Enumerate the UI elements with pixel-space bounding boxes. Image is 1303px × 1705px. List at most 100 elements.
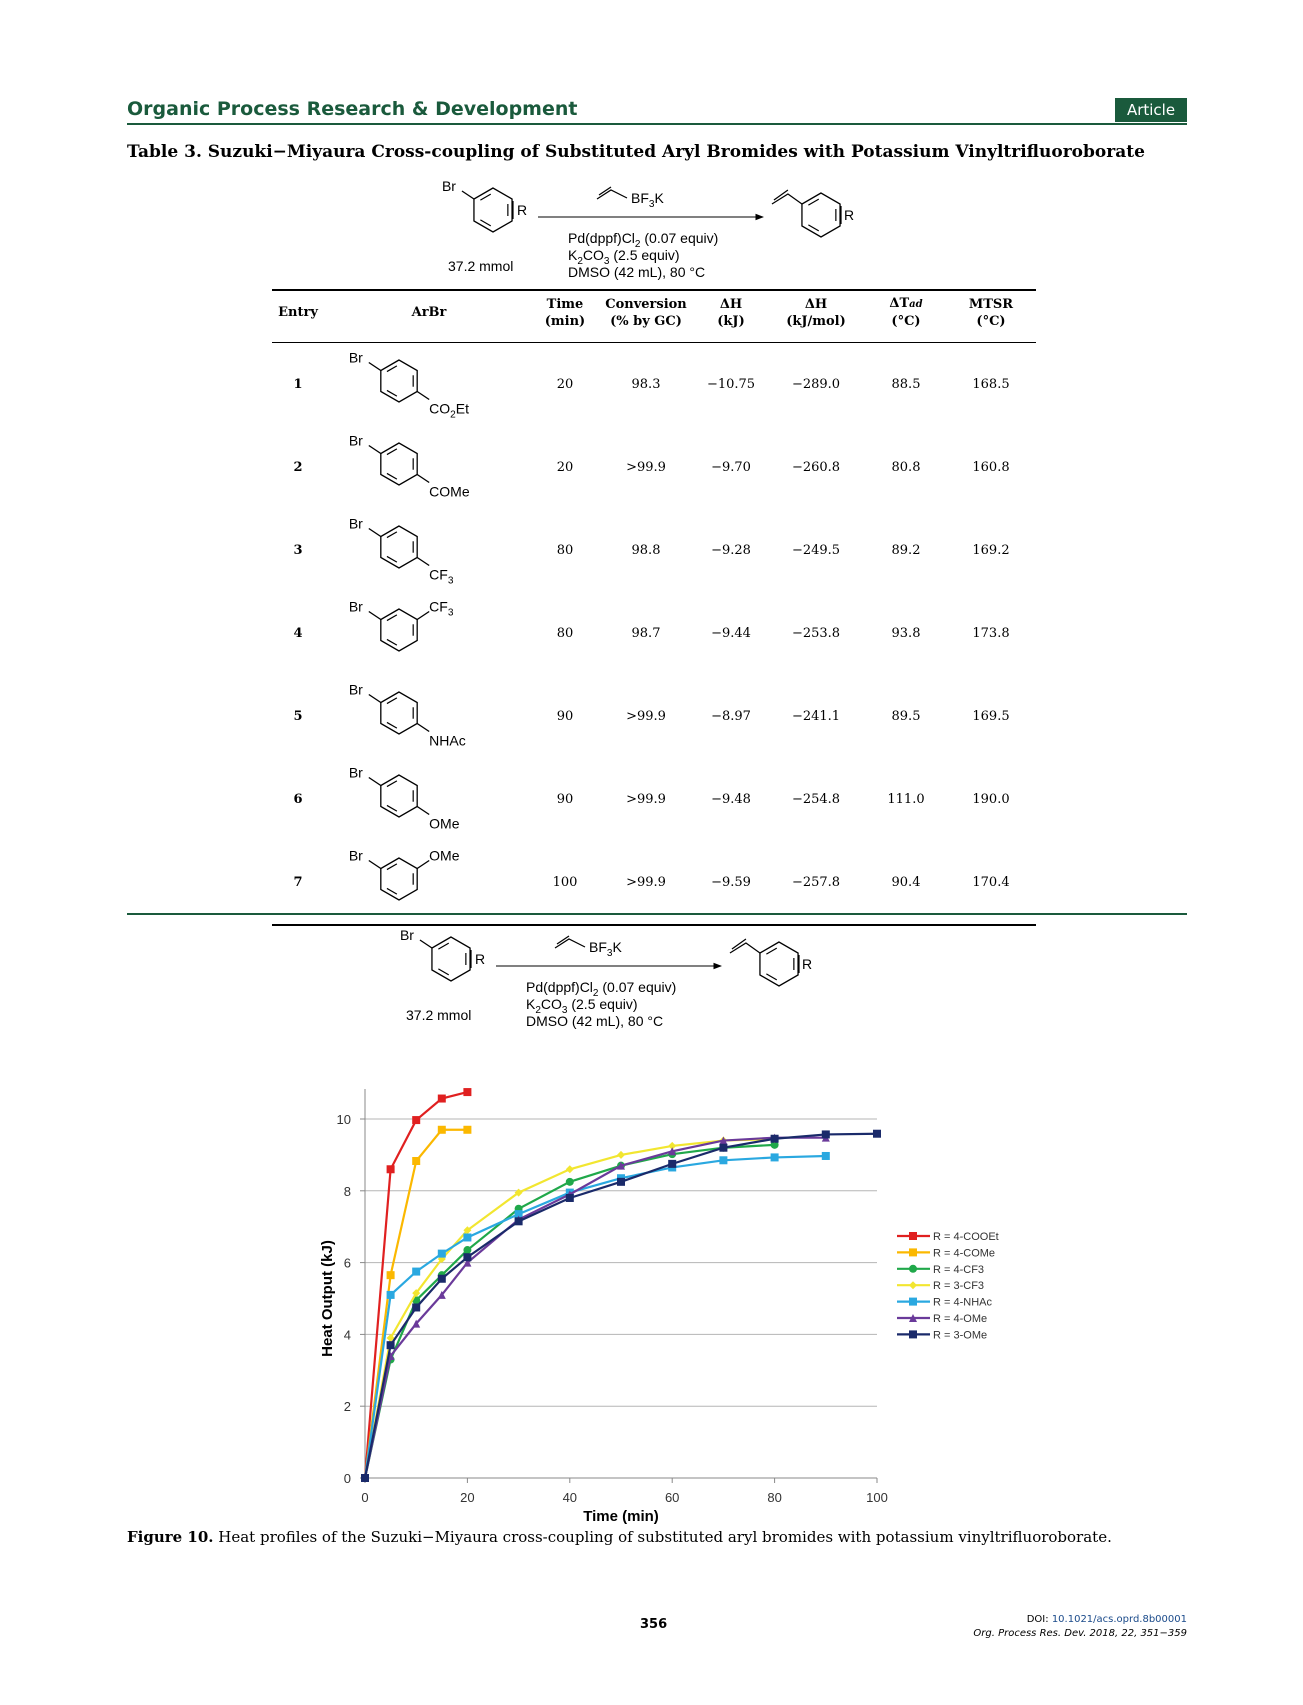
legend-marker [909,1330,917,1339]
data-point [463,1253,472,1262]
cell-entry: 7 [272,841,324,926]
cell-conversion: 98.3 [631,377,661,392]
column-header-line1: ΔH [804,296,828,312]
data-point [463,1226,472,1235]
arbr-structure: Br CF3 [349,516,454,587]
cell-dt-ad: 89.5 [891,709,921,724]
cell-entry: 2 [293,460,303,475]
column-header-line1: ΔH [719,296,743,312]
table-row: 4 Br CF3 80 98.7 −9.44 −253.8 93.8 173.8 [272,592,1036,675]
article-badge: Article [1115,98,1187,122]
cell-struct: Br OMe [324,841,534,926]
data-point [514,1188,523,1197]
cell-conversion: >99.9 [596,841,696,926]
series-line [363,1136,826,1479]
column-header-line2: (min) [544,313,586,329]
cell-time: 100 [534,841,596,926]
cell-struct: Br NHAc [324,675,534,758]
column-header-line1: ΔTad [889,296,923,311]
data-point [514,1217,523,1226]
cell-conversion: 98.7 [631,626,661,641]
column-header: ΔH (kJ) [696,290,766,343]
cell-time: 90 [556,792,574,807]
legend-label: R = 3-CF3 [933,1280,984,1292]
figure-caption: Figure 10. Heat profiles of the Suzuki−M… [127,1528,1112,1546]
cell-conversion: >99.9 [626,709,666,724]
arbr-substituent: OMe [429,848,460,864]
data-point [463,1233,472,1242]
column-header-line1: ArBr [411,305,447,320]
arbr-br-label: Br [349,433,363,449]
cell-mtsr: 168.5 [972,377,1010,392]
series-line [363,1091,468,1479]
doi-block: DOI: 10.1021/acs.oprd.8b00001 Org. Proce… [973,1613,1187,1641]
cell-time: 20 [556,377,574,392]
column-header: ArBr [324,290,534,343]
cell-dh-kjmol: −260.8 [791,460,841,475]
data-point [873,1129,881,1138]
arbr-structure: Br OMe [349,765,460,832]
arbr-substituent: CF3 [429,599,454,619]
arbr-substituent: NHAc [429,733,466,749]
arbr-ring [380,857,418,901]
cell-entry: 3 [293,543,303,558]
data-point [668,1147,677,1156]
cell-dh-kj: −9.48 [711,792,751,807]
arbr-structure: Br CF3 [349,599,454,652]
cell-struct: Br CO2Et [324,343,534,427]
data-point [617,1161,625,1170]
data-point [412,1157,421,1166]
y-tick-label: 0 [344,1471,351,1486]
arbr-substituent: OMe [429,816,460,832]
citation: Org. Process Res. Dev. 2018, 22, 351−359 [973,1628,1187,1639]
data-point [437,1249,446,1258]
data-point [412,1116,421,1125]
arbr-br-label: Br [349,765,363,781]
x-tick-label: 60 [665,1490,679,1505]
cell-dh-kjmol: −257.8 [766,841,866,926]
y-tick-label: 6 [344,1256,351,1271]
cell-mtsr: 169.2 [972,543,1010,558]
column-header-subscript: ad [909,299,923,310]
doi-link[interactable]: 10.1021/acs.oprd.8b00001 [1051,1614,1187,1625]
column-header-line1: Time [546,296,584,312]
cell-dh-kjmol: −253.8 [791,626,841,641]
table-row: 6 Br OMe 90 >99.9 −9.48 −254.8 111.0 190.0 [272,758,1036,841]
data-point [565,1165,574,1174]
column-header: MTSR (°C) [946,290,1036,343]
data-point [565,1177,574,1186]
cell-mtsr: 190.0 [972,792,1010,807]
cell-dh-kj: −9.70 [711,460,751,475]
data-point [719,1156,728,1165]
data-point [412,1303,421,1312]
cell-dt-ad: 80.8 [891,460,921,475]
data-point [412,1289,421,1298]
legend-marker [909,1281,917,1290]
data-point [437,1125,446,1134]
cell-dt-ad: 111.0 [887,792,925,807]
y-axis-label: Heat Output (kJ) [319,1240,336,1357]
x-tick-label: 80 [767,1490,781,1505]
journal-title: Organic Process Research & Development [127,98,578,120]
cell-conversion: >99.9 [626,460,666,475]
arbr-substituent: COMe [429,484,470,500]
arbr-br-label: Br [349,682,363,698]
cell-time: 90 [556,709,574,724]
legend-marker [909,1264,917,1273]
series-line [363,1154,826,1479]
data-point [437,1094,446,1103]
cell-struct: Br CF3 [324,509,534,592]
table-row: 3 Br CF3 80 98.8 −9.28 −249.5 89.2 169.2 [272,509,1036,592]
arbr-structure: Br COMe [349,433,470,500]
cell-time: 80 [556,626,574,641]
arbr-structure: Br NHAc [349,682,466,749]
cell-entry: 4 [293,626,303,641]
column-header-line1: Entry [278,305,318,320]
legend-marker [909,1314,917,1322]
data-point [386,1271,395,1280]
data-point [617,1177,625,1186]
column-header-line2: (°C) [891,314,921,329]
legend-label: R = 3-OMe [933,1329,987,1341]
cell-dh-kj: −10.75 [706,377,756,392]
